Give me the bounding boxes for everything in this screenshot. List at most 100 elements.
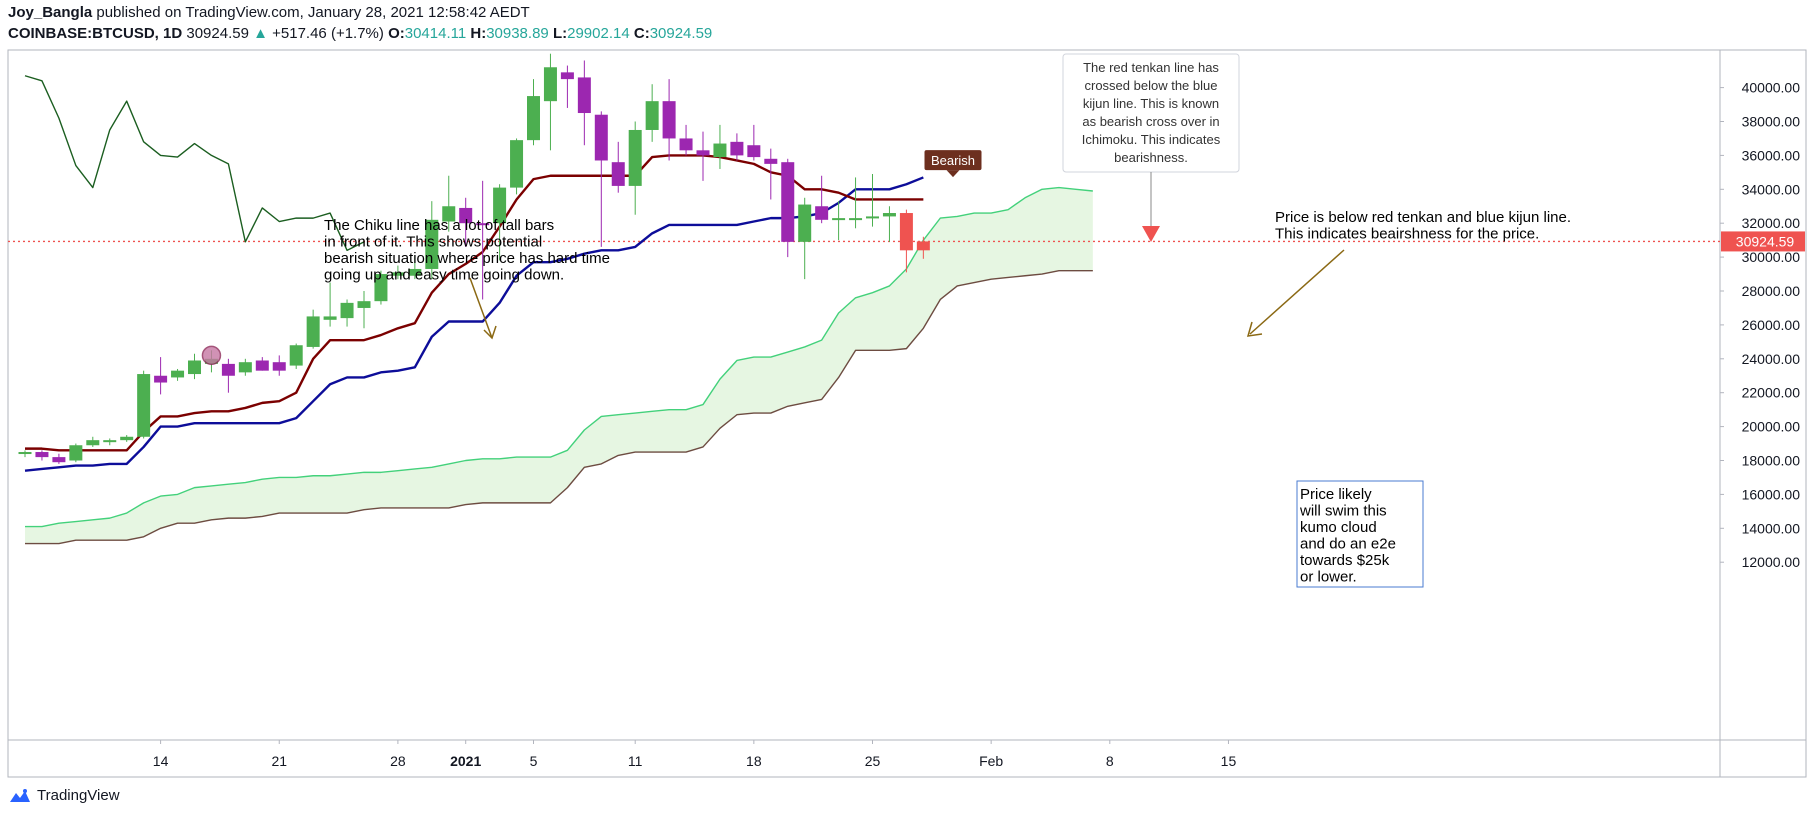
candle-body <box>798 204 812 242</box>
chikou-note-text: The Chiku line has a lot of tall bars <box>324 217 554 234</box>
candle-body <box>493 187 507 224</box>
candle-body <box>510 140 524 188</box>
tenkan-sen-line <box>25 154 924 452</box>
tradingview-logo-icon <box>10 788 30 802</box>
high-label: H: <box>470 25 487 42</box>
candle-body <box>560 72 574 80</box>
candle-body <box>103 440 117 443</box>
cross-note-text: kijun line. This is known <box>1083 96 1219 111</box>
candle-body <box>679 138 693 151</box>
signal-pointer-icon <box>946 170 960 178</box>
x-tick-label: 2021 <box>450 753 481 769</box>
candle-body <box>815 206 829 220</box>
below-note-text: This indicates beairshness for the price… <box>1275 226 1539 243</box>
x-tick-label: 21 <box>271 753 287 769</box>
candle-body <box>899 213 913 251</box>
candle-body <box>154 375 168 383</box>
candle-body <box>476 223 490 226</box>
chikou-note-text: in front of it. This shows potential <box>324 234 542 251</box>
x-tick-label: 15 <box>1221 753 1237 769</box>
x-tick-label: 11 <box>628 753 643 769</box>
cross-note-text: as bearish cross over in <box>1082 114 1219 129</box>
y-tick-label: 24000.00 <box>1742 351 1801 367</box>
candle-body <box>577 77 591 114</box>
tradingview-footer[interactable]: TradingView <box>8 787 120 804</box>
candle-body <box>272 362 286 371</box>
y-tick-label: 18000.00 <box>1742 453 1801 469</box>
candle-body <box>391 272 405 276</box>
tradingview-brand: TradingView <box>37 787 120 804</box>
candle-body <box>628 129 642 186</box>
chikou-note-arrow <box>469 277 493 339</box>
change-text: +517.46 (+1.7%) <box>272 25 384 42</box>
x-tick-label: 25 <box>865 753 881 769</box>
candle-body <box>357 301 371 308</box>
candle-body <box>882 213 896 217</box>
candle-body <box>696 150 710 156</box>
candle-body <box>340 302 354 319</box>
candle-body <box>374 274 388 302</box>
candle-body <box>188 360 201 375</box>
cross-note-text: Ichimoku. This indicates <box>1082 132 1221 147</box>
close-value: 30924.59 <box>649 25 713 42</box>
candle-body <box>713 143 727 158</box>
candle-body <box>408 268 422 276</box>
candle-body <box>459 207 473 224</box>
cross-note-text: The red tenkan line has <box>1083 60 1219 75</box>
candle-body <box>442 206 456 222</box>
below-note-text: Price is below red tenkan and blue kijun… <box>1275 209 1571 226</box>
candle-body <box>730 141 744 156</box>
last-price-text: 30924.59 <box>186 25 249 42</box>
y-tick-label: 34000.00 <box>1742 181 1801 197</box>
candle-body <box>120 436 134 441</box>
chikou-note-text: going up and easy time going down. <box>324 267 564 284</box>
author-name[interactable]: Joy_Bangla <box>8 4 93 21</box>
x-tick-label: 8 <box>1106 753 1114 769</box>
kumo-note-text: and do an e2e <box>1300 536 1396 553</box>
candle-body <box>255 360 269 371</box>
price-chart[interactable]: 12000.00 14000.00 16000.00 18000.00 20000.00… <box>0 0 1808 780</box>
ohlc-line: COINBASE:BTCUSD, 1D 30924.59 ▲ +517.46 (… <box>8 25 712 42</box>
kumo-note-text: or lower. <box>1300 569 1357 586</box>
arrow-head-icon <box>1246 321 1263 337</box>
open-label: O: <box>388 25 405 42</box>
candle-body <box>171 370 185 378</box>
high-value: 30938.89 <box>486 25 549 42</box>
kumo-note-text: will swim this <box>1299 503 1387 520</box>
candle-body <box>832 218 846 221</box>
candle-body <box>781 162 795 242</box>
x-tick-label: 5 <box>530 753 538 769</box>
y-tick-label: 20000.00 <box>1742 419 1801 435</box>
y-tick-label: 22000.00 <box>1742 385 1801 401</box>
candle-body <box>323 316 337 320</box>
x-tick-label: 28 <box>390 753 406 769</box>
cross-note-text: crossed below the blue <box>1085 78 1218 93</box>
bearish-signal-text: Bearish <box>931 153 975 168</box>
chikou-span-line <box>24 75 365 252</box>
candle-body <box>221 363 235 376</box>
kumo-note-text: Price likely <box>1300 486 1372 503</box>
x-tick-label: 14 <box>153 753 169 769</box>
candle-body <box>425 219 439 269</box>
x-tick-label: Feb <box>979 753 1003 769</box>
candle-body <box>594 114 608 161</box>
chart-frame <box>7 49 1807 778</box>
low-label: L: <box>552 25 568 42</box>
arrow-head-icon <box>483 325 497 340</box>
x-tick-label: 18 <box>746 753 762 769</box>
y-tick-label: 30000.00 <box>1742 249 1801 265</box>
candle-body <box>916 241 930 251</box>
candle-body <box>306 316 320 347</box>
y-tick-label: 12000.00 <box>1742 554 1801 570</box>
y-tick-label: 26000.00 <box>1742 317 1801 333</box>
candle-body <box>866 216 879 219</box>
symbol-label: COINBASE:BTCUSD, 1D <box>8 25 183 42</box>
chikou-note-text: bearish situation where price has hard t… <box>324 250 610 267</box>
y-tick-label: 40000.00 <box>1742 80 1801 96</box>
kumo-note-text: towards $25k <box>1300 552 1390 569</box>
below-note-arrow <box>1249 249 1345 335</box>
alert-marker-icon <box>201 345 222 366</box>
sell-arrow-icon <box>1142 226 1160 242</box>
kumo-cloud <box>25 187 1093 544</box>
candle-body <box>18 452 32 455</box>
